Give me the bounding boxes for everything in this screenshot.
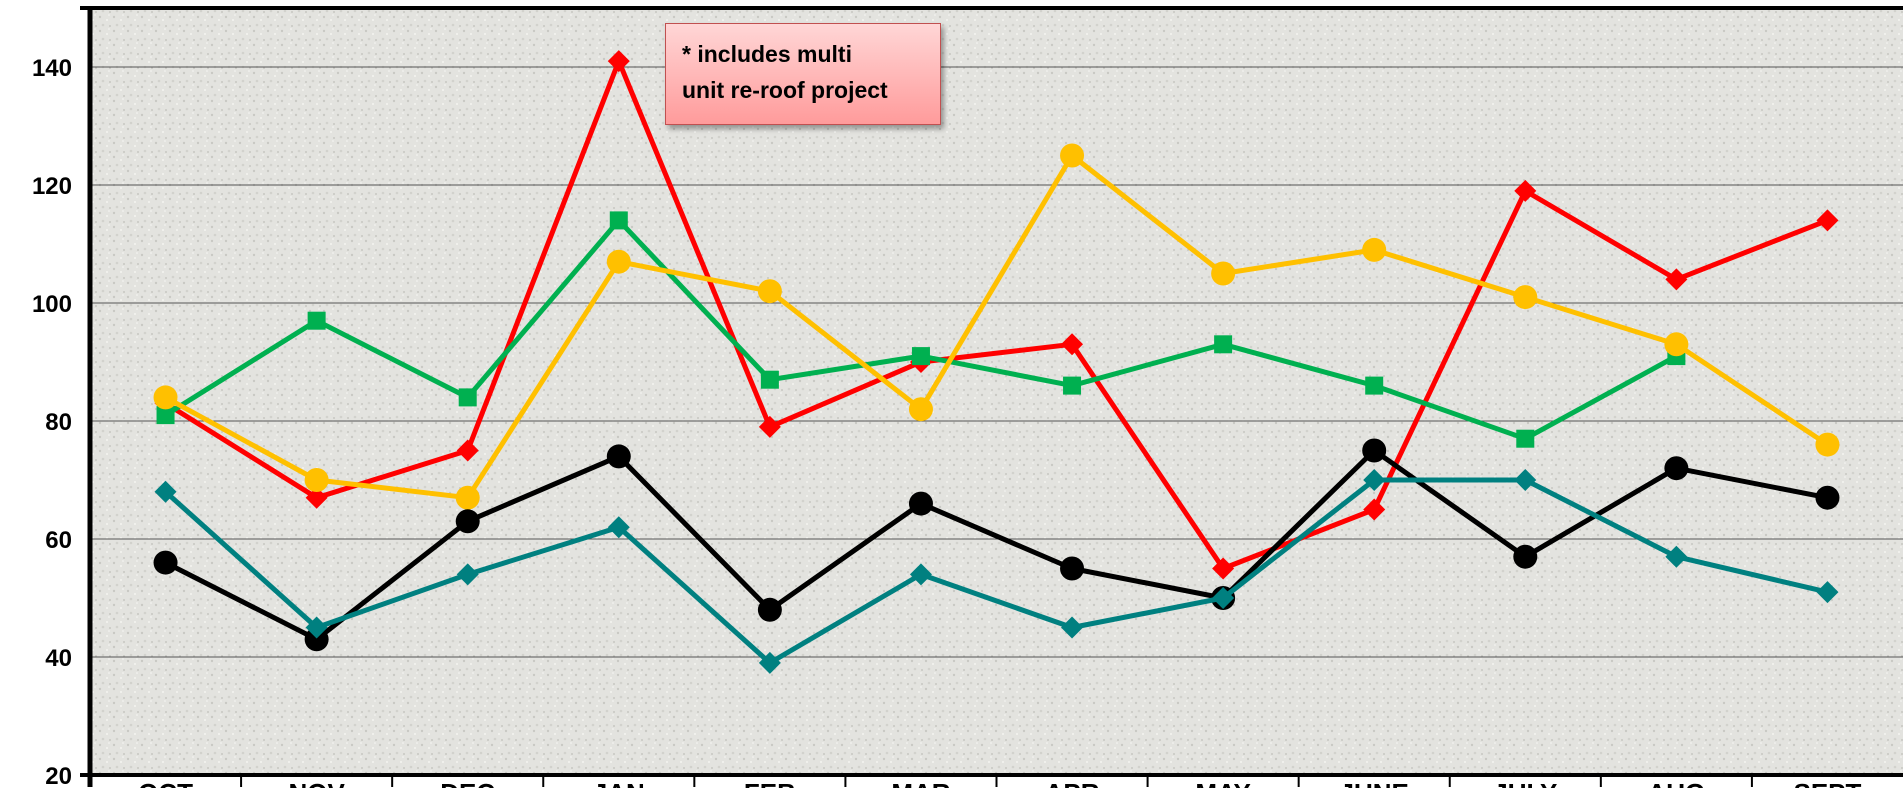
gridlines: [90, 66, 1903, 776]
x-tick-label-apr: APR: [1045, 778, 1100, 788]
x-tick-label-aug: AUG: [1647, 778, 1705, 788]
y-tick-label: 100: [32, 291, 72, 318]
series-4: [153, 438, 1840, 652]
series-group: [153, 50, 1840, 674]
x-tick-label-july: JULY: [1493, 778, 1557, 788]
series-5-line: [163, 477, 1829, 666]
series-4-point-apr: [1060, 556, 1085, 581]
series-3-point-may: [1211, 261, 1236, 286]
series-5-point-dec: [456, 563, 479, 586]
series-3-point-sept: [1815, 432, 1840, 457]
series-2: [156, 211, 1686, 448]
series-1-point-jan: [607, 50, 630, 73]
series-5-point-july: [1514, 469, 1537, 491]
series-1-point-aug: [1665, 268, 1688, 291]
series-2-point-may: [1214, 335, 1233, 354]
series-1-line: [164, 58, 1829, 571]
series-3-point-aug: [1664, 332, 1689, 357]
series-3-point-apr: [1060, 143, 1085, 168]
series-5-point-june: [1363, 469, 1386, 491]
series-4-point-sept: [1815, 485, 1840, 510]
series-3-point-feb: [757, 279, 782, 304]
x-tick-label-may: MAY: [1195, 778, 1250, 788]
y-tick-label: 60: [45, 527, 72, 554]
series-2-point-feb: [760, 370, 779, 389]
series-4-point-oct: [153, 550, 178, 575]
series-3-point-june: [1362, 237, 1387, 262]
annotation-box: * includes multi unit re-roof project: [665, 23, 941, 125]
annotation-line-2: unit re-roof project: [682, 77, 888, 103]
series-4-point-jan: [606, 444, 631, 469]
series-5-point-feb: [758, 651, 781, 674]
plot-area: [90, 8, 1903, 775]
x-tick-label-feb: FEB: [744, 778, 796, 788]
series-4-point-mar: [908, 491, 933, 516]
series-4-line: [164, 448, 1828, 642]
x-tick-label-nov: NOV: [288, 778, 345, 788]
series-2-point-june: [1365, 376, 1384, 395]
series-1-point-feb: [758, 415, 781, 438]
x-tick-label-jan: JAN: [593, 778, 645, 788]
x-tick-label-mar: MAR: [891, 778, 950, 788]
series-1-point-dec: [456, 439, 479, 462]
series-2-point-oct: [156, 406, 175, 425]
series-3-line: [164, 153, 1829, 501]
annotation-line-1: * includes multi: [682, 41, 852, 67]
series-2-point-dec: [458, 388, 477, 407]
series-5-point-mar: [909, 563, 932, 586]
series-2-point-july: [1516, 429, 1535, 448]
series-4-point-feb: [757, 597, 782, 622]
series-4-point-july: [1513, 544, 1538, 569]
series-1-point-apr: [1061, 333, 1084, 356]
series-3: [153, 143, 1840, 510]
x-tick-label-sept: SEPT: [1793, 778, 1861, 788]
series-1-point-nov: [305, 486, 328, 509]
x-tick-label-dec: DEC: [440, 778, 495, 788]
series-1-point-july: [1514, 179, 1537, 202]
series-5-point-jan: [607, 516, 630, 539]
series-3-point-july: [1513, 285, 1538, 310]
series-3-point-oct: [153, 385, 178, 410]
series-4-point-dec: [455, 509, 480, 534]
series-3-point-mar: [908, 397, 933, 422]
y-tick-label: 140: [32, 55, 72, 82]
x-tick-label-june: JUNE: [1340, 778, 1409, 788]
x-tick-label-oct: OCT: [138, 778, 193, 788]
series-3-point-nov: [304, 468, 329, 492]
series-2-point-nov: [307, 311, 326, 330]
series-2-point-mar: [911, 347, 930, 366]
series-2-point-apr: [1063, 376, 1082, 395]
series-1-point-june: [1363, 498, 1386, 521]
series-5-point-oct: [154, 480, 177, 503]
series-1-point-sept: [1816, 209, 1839, 232]
series-5: [154, 469, 1839, 674]
y-tick-label: 120: [32, 173, 72, 200]
series-4-point-june: [1362, 438, 1387, 463]
y-axis-ticks: 20 40 60 80 100 120 140: [32, 55, 72, 790]
series-5-point-nov: [305, 616, 328, 639]
series-5-point-may: [1212, 587, 1235, 609]
series-4-point-nov: [304, 627, 329, 652]
series-5-point-aug: [1665, 545, 1688, 568]
y-tick-label: 20: [45, 763, 72, 788]
y-tick-label: 40: [45, 645, 72, 672]
series-3-point-jan: [606, 249, 631, 274]
series-3-point-dec: [455, 485, 480, 510]
series-2-point-jan: [609, 211, 628, 230]
axes: [80, 6, 1903, 787]
series-1-point-may: [1212, 557, 1235, 580]
series-5-point-apr: [1061, 616, 1084, 639]
series-4-point-aug: [1664, 456, 1689, 481]
y-tick-label: 80: [45, 409, 72, 436]
series-5-point-sept: [1816, 581, 1839, 604]
